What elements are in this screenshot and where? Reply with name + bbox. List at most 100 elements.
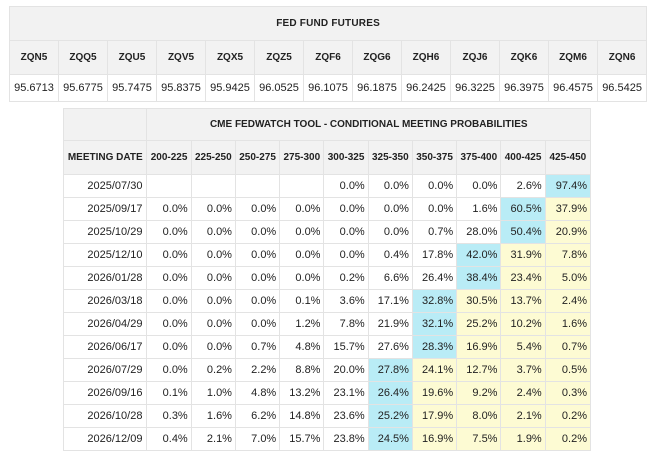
probability-cell: 97.4% [544, 174, 592, 198]
probability-cell: 15.7% [323, 335, 369, 359]
rate-range-header: 275-300 [279, 140, 325, 175]
rate-range-header: 375-400 [456, 140, 502, 175]
probability-cell: 26.4% [367, 381, 413, 405]
probability-cell: 20.9% [544, 220, 592, 244]
probability-cell: 2.4% [544, 289, 592, 313]
probability-cell: 0.0% [367, 220, 413, 244]
probability-cell: 23.6% [323, 404, 369, 428]
probability-cell: 13.7% [500, 289, 546, 313]
fedwatch-probabilities-table: CME FEDWATCH TOOL - CONDITIONAL MEETING … [62, 108, 592, 451]
probability-cell: 0.3% [146, 404, 192, 428]
probability-cell: 0.0% [323, 220, 369, 244]
meeting-date-cell: 2026/12/09 [62, 427, 148, 451]
futures-price-cell: 96.1075 [303, 74, 353, 102]
fed-fund-futures-table: FED FUND FUTURES ZQN5 ZQQ5 ZQU5 ZQV5 ZQX5 ZQZ… [8, 6, 648, 102]
probability-cell: 0.2% [190, 358, 236, 382]
probability-cell: 0.3% [544, 381, 592, 405]
meeting-date-cell: 2026/01/28 [62, 266, 148, 290]
meeting-row: 2026/03/18 0.0% 0.0% 0.0% 0.1% 3.6% 17.1% 32.8%… [62, 289, 592, 313]
probability-cell: 0.0% [190, 335, 236, 359]
futures-price-cell: 96.5425 [596, 74, 648, 102]
probability-cell: 8.8% [279, 358, 325, 382]
futures-price-cell: 95.6713 [9, 74, 59, 102]
meeting-row: 2026/04/29 0.0% 0.0% 0.0% 1.2% 7.8% 21.9% 32.1%… [62, 312, 592, 336]
probability-cell: 17.1% [367, 289, 413, 313]
probability-cell: 1.9% [500, 427, 546, 451]
probability-cell: 0.0% [279, 197, 325, 221]
probability-cell: 0.0% [146, 335, 192, 359]
meeting-row: 2026/12/09 0.4% 2.1% 7.0% 15.7% 23.8% 24.5% 16.… [62, 427, 592, 451]
probability-cell: 0.0% [234, 266, 281, 290]
probability-cell: 12.7% [456, 358, 502, 382]
probability-cell: 5.4% [500, 335, 546, 359]
probability-cell: 0.0% [456, 174, 502, 198]
futures-price-cell: 96.4575 [548, 74, 598, 102]
meeting-date-header: MEETING DATE [62, 140, 148, 175]
fedwatch-body: 2025/07/30 0.0% 0.0% 0.0% 0.0% 2.6% 97.4% 2025/… [62, 174, 592, 451]
probability-cell: 25.2% [456, 312, 502, 336]
corner-cell [62, 108, 148, 141]
meeting-row: 2026/01/28 0.0% 0.0% 0.0% 0.0% 0.2% 6.6% 26.4% 3… [62, 266, 592, 290]
probability-cell: 0.2% [544, 404, 592, 428]
futures-price-cell: 95.8375 [156, 74, 206, 102]
probability-cell: 0.0% [146, 197, 192, 221]
meeting-date-cell: 2025/12/10 [62, 243, 148, 267]
probability-cell: 0.0% [234, 312, 281, 336]
futures-contract-header: ZQN5 [9, 40, 59, 75]
futures-contract-header: ZQZ5 [254, 40, 304, 75]
probability-cell: 27.8% [367, 358, 413, 382]
probability-cell: 23.1% [323, 381, 369, 405]
meeting-date-cell: 2026/03/18 [62, 289, 148, 313]
probability-cell: 50.4% [500, 220, 546, 244]
probability-cell [279, 174, 325, 198]
futures-contract-header: ZQH6 [401, 40, 451, 75]
probability-cell: 0.0% [367, 174, 413, 198]
probability-cell: 0.2% [544, 427, 592, 451]
probability-cell: 25.2% [367, 404, 413, 428]
probability-cell: 38.4% [456, 266, 502, 290]
probability-cell: 0.0% [234, 220, 281, 244]
futures-price-cell: 95.9425 [205, 74, 255, 102]
futures-price-cell: 96.1875 [352, 74, 402, 102]
probability-cell: 0.4% [367, 243, 413, 267]
rate-range-header: 350-375 [411, 140, 458, 175]
rate-range-header: 250-275 [234, 140, 281, 175]
meeting-row: 2025/07/30 0.0% 0.0% 0.0% 0.0% 2.6% 97.4% [62, 174, 592, 198]
probability-cell: 0.0% [190, 289, 236, 313]
probability-cell: 0.0% [411, 197, 458, 221]
probability-cell: 0.0% [279, 266, 325, 290]
futures-contract-header: ZQM6 [548, 40, 598, 75]
probability-cell: 10.2% [500, 312, 546, 336]
futures-contract-header: ZQU5 [107, 40, 157, 75]
probability-cell: 0.2% [323, 266, 369, 290]
probability-cell: 16.9% [411, 427, 458, 451]
probability-cell: 24.1% [411, 358, 458, 382]
probability-cell: 0.0% [146, 289, 192, 313]
probability-cell: 0.0% [190, 266, 236, 290]
meeting-row: 2026/07/29 0.0% 0.2% 2.2% 8.8% 20.0% 27.8% 24.1… [62, 358, 592, 382]
fedwatch-header-row: MEETING DATE 200-225 225-250 250-275 275-30… [62, 140, 592, 175]
probability-cell: 28.0% [456, 220, 502, 244]
rate-range-header: 225-250 [190, 140, 236, 175]
probability-cell: 0.0% [190, 312, 236, 336]
futures-contract-row: ZQN5 ZQQ5 ZQU5 ZQV5 ZQX5 ZQZ5 ZQF6 ZQG6 ZQH6 ZQJ6… [9, 40, 648, 75]
meeting-row: 2025/12/10 0.0% 0.0% 0.0% 0.0% 0.0% 0.4% 17.8% 4… [62, 243, 592, 267]
probability-cell: 0.0% [146, 220, 192, 244]
probability-cell: 2.2% [234, 358, 281, 382]
meeting-row: 2026/06/17 0.0% 0.0% 0.7% 4.8% 15.7% 27.6% 28.3… [62, 335, 592, 359]
probability-cell: 1.0% [190, 381, 236, 405]
probability-cell: 32.1% [411, 312, 458, 336]
probability-cell: 9.2% [456, 381, 502, 405]
probability-cell: 20.0% [323, 358, 369, 382]
probability-cell: 17.8% [411, 243, 458, 267]
futures-contract-header: ZQJ6 [450, 40, 500, 75]
probability-cell [234, 174, 281, 198]
probability-cell: 17.9% [411, 404, 458, 428]
probability-cell: 30.5% [456, 289, 502, 313]
probability-cell: 0.7% [411, 220, 458, 244]
futures-contract-header: ZQK6 [499, 40, 549, 75]
rate-range-header: 300-325 [323, 140, 369, 175]
probability-cell: 5.0% [544, 266, 592, 290]
probability-cell: 23.8% [323, 427, 369, 451]
futures-contract-header: ZQQ5 [58, 40, 108, 75]
